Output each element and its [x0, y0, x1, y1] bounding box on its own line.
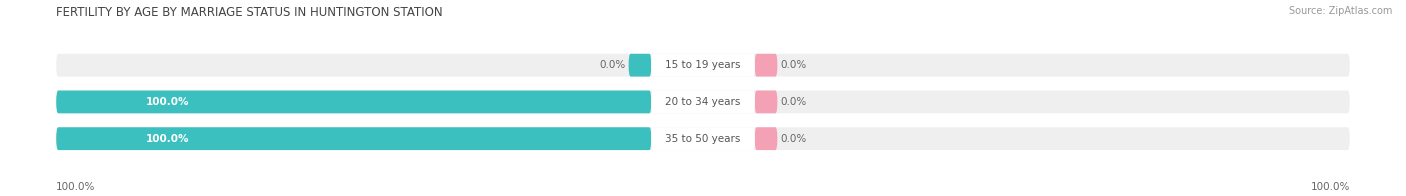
FancyBboxPatch shape [651, 127, 755, 150]
FancyBboxPatch shape [56, 127, 1350, 150]
Text: 0.0%: 0.0% [780, 60, 807, 70]
FancyBboxPatch shape [755, 54, 778, 77]
Text: 0.0%: 0.0% [780, 134, 807, 144]
Text: 0.0%: 0.0% [780, 97, 807, 107]
FancyBboxPatch shape [628, 54, 651, 77]
FancyBboxPatch shape [56, 91, 651, 113]
FancyBboxPatch shape [651, 91, 755, 113]
Text: 0.0%: 0.0% [599, 60, 626, 70]
Text: 100.0%: 100.0% [1310, 182, 1350, 192]
Text: 100.0%: 100.0% [145, 97, 188, 107]
Text: 15 to 19 years: 15 to 19 years [665, 60, 741, 70]
Text: 20 to 34 years: 20 to 34 years [665, 97, 741, 107]
FancyBboxPatch shape [56, 54, 1350, 77]
Text: 100.0%: 100.0% [145, 134, 188, 144]
FancyBboxPatch shape [755, 127, 778, 150]
Text: FERTILITY BY AGE BY MARRIAGE STATUS IN HUNTINGTON STATION: FERTILITY BY AGE BY MARRIAGE STATUS IN H… [56, 6, 443, 19]
FancyBboxPatch shape [755, 91, 778, 113]
Text: Source: ZipAtlas.com: Source: ZipAtlas.com [1288, 6, 1392, 16]
Text: 35 to 50 years: 35 to 50 years [665, 134, 741, 144]
FancyBboxPatch shape [56, 127, 651, 150]
Text: 100.0%: 100.0% [56, 182, 96, 192]
FancyBboxPatch shape [651, 54, 755, 77]
FancyBboxPatch shape [56, 91, 1350, 113]
